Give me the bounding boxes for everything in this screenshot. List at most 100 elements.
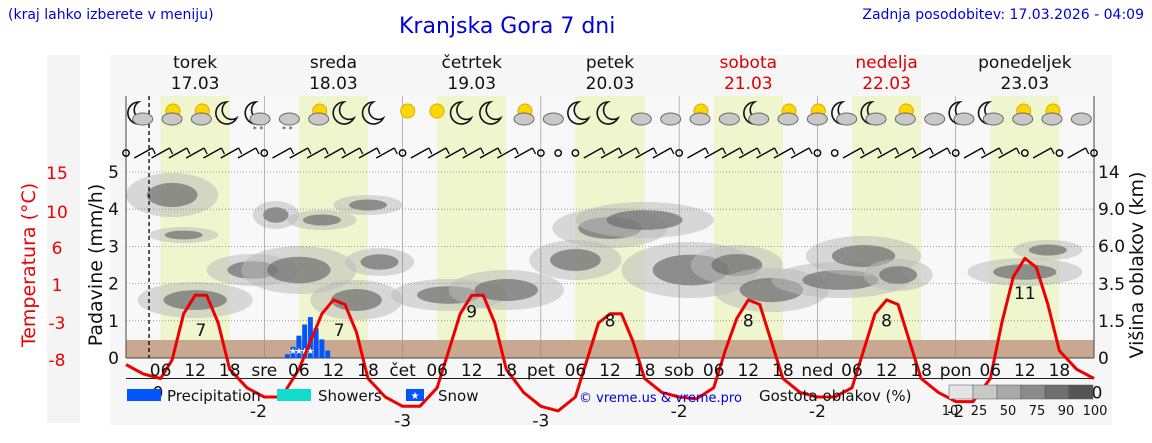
cloud-icon — [630, 112, 652, 126]
wind-calm-marker — [951, 149, 960, 157]
cloud-height-tick: 9.0 — [1098, 200, 1125, 220]
cloud-icon — [660, 112, 682, 126]
daylight-band — [990, 96, 1060, 358]
wind-barb — [445, 147, 464, 159]
hour-tick: 06 — [841, 361, 863, 381]
wind-calm-marker — [398, 149, 407, 157]
precip-tick: 0 — [108, 349, 119, 369]
hour-tick: 18 — [634, 361, 656, 381]
wind-barb — [480, 147, 485, 155]
precipitation-bar — [290, 346, 296, 358]
wind-barb — [307, 147, 312, 155]
last-update: Zadnja posodobitev: 17.03.2026 - 04:09 — [862, 7, 1144, 23]
hour-tick: 12 — [1014, 361, 1036, 381]
hour-tick: 18 — [495, 361, 517, 381]
sun-cloud-icon — [513, 103, 535, 126]
wind-barb — [791, 147, 796, 155]
temperature-tick: 10 — [46, 203, 68, 223]
wind-barb — [601, 147, 606, 155]
wind-barb — [255, 147, 260, 155]
moon-cloud-icon — [977, 101, 1004, 126]
moon-icon — [567, 101, 591, 125]
wind-barb — [324, 147, 329, 155]
cloud-height-tick: 14 — [1098, 163, 1120, 183]
snow-marker: ★ — [295, 347, 303, 357]
cloud-icon — [924, 112, 946, 126]
moon-cloud-icon — [127, 101, 154, 126]
cloud-height-tick: 6.0 — [1098, 237, 1125, 257]
sun-cloud-icon — [777, 103, 799, 126]
cloud-area-dense — [550, 249, 601, 271]
legend-label-showers: Showers — [318, 387, 382, 405]
wind-barb — [652, 147, 672, 159]
wind-barb — [946, 147, 952, 155]
sun-cloud-icon — [1012, 103, 1034, 126]
temperature-label: 7 — [334, 321, 345, 341]
moon-icon — [479, 101, 503, 125]
menu-hint[interactable]: (kraj lahko izberete v meniju) — [8, 7, 214, 23]
wind-barb — [427, 147, 447, 159]
precipitation-bar — [284, 354, 290, 358]
day-abbr: sre — [251, 361, 277, 381]
wind-barb — [600, 147, 620, 159]
cloud-height-tick: 0 — [1098, 349, 1109, 369]
cloud-height-tick: 1.5 — [1098, 312, 1125, 332]
cloud-axis-label: Višina oblakov (km) — [1126, 172, 1148, 359]
sun-cloud-icon — [161, 103, 183, 126]
legend-swatch-showers — [277, 389, 311, 401]
hour-tick: 06 — [150, 361, 172, 381]
wind-barb — [238, 147, 243, 155]
wind-barb — [877, 147, 882, 155]
temperature-tick: 1 — [52, 276, 63, 296]
wind-barb — [877, 147, 896, 159]
wind-barb — [894, 147, 914, 159]
wind-barb — [998, 147, 1003, 155]
snow-marker: ★ — [289, 347, 297, 357]
wind-barb — [859, 147, 879, 159]
precipitation-bar — [296, 335, 302, 358]
day-abbr: čet — [389, 361, 416, 381]
cloud-density-value: 25 — [971, 404, 988, 419]
cloud-area-dense — [331, 289, 382, 311]
daylight-band — [713, 96, 783, 358]
svg-text:* *: * * — [253, 125, 264, 134]
temperature-label: -3 — [532, 411, 549, 431]
wind-barb — [670, 147, 675, 155]
wind-calm-marker — [830, 149, 839, 157]
wind-barb — [237, 147, 257, 159]
wind-barb — [1015, 147, 1021, 155]
svg-text:* *: * * — [282, 125, 293, 134]
ground-band — [126, 340, 1094, 358]
sun-cloud-icon — [689, 103, 711, 126]
wind-barb — [376, 147, 381, 155]
wind-barb — [203, 147, 208, 155]
day-abbr: pon — [940, 361, 972, 381]
cloud-area-dense — [1028, 244, 1067, 256]
temperature-label: -2 — [671, 402, 688, 422]
hour-tick: 06 — [703, 361, 725, 381]
daylight-band — [160, 96, 230, 358]
cloud-density-swatch — [948, 384, 974, 400]
day-date: 17.03 — [171, 74, 220, 94]
wind-barb — [462, 147, 468, 155]
temperature-tick: -8 — [49, 351, 66, 371]
moon-cloud-snow-icon: * * — [244, 101, 271, 134]
cloud-area-dense — [267, 256, 331, 284]
hour-tick: 18 — [772, 361, 794, 381]
wind-barb — [1032, 147, 1052, 159]
wind-barb — [704, 147, 724, 159]
wind-barb — [514, 147, 519, 155]
wind-barb — [739, 147, 744, 155]
sun-icon — [400, 103, 416, 119]
cloud-density-swatch — [1068, 384, 1094, 400]
precipitation-bar — [325, 350, 331, 358]
temperature-axis-label: Temperatura (°C) — [18, 183, 40, 348]
precip-tick: 4 — [108, 200, 119, 220]
moon-icon — [332, 101, 357, 125]
cloud-area-dense — [831, 245, 896, 267]
wind-barb — [773, 147, 793, 159]
cloud-density-swatch — [996, 384, 1022, 400]
hour-tick: 18 — [357, 361, 379, 381]
snow-marker: ★ — [306, 347, 314, 357]
wind-barb — [410, 147, 430, 159]
